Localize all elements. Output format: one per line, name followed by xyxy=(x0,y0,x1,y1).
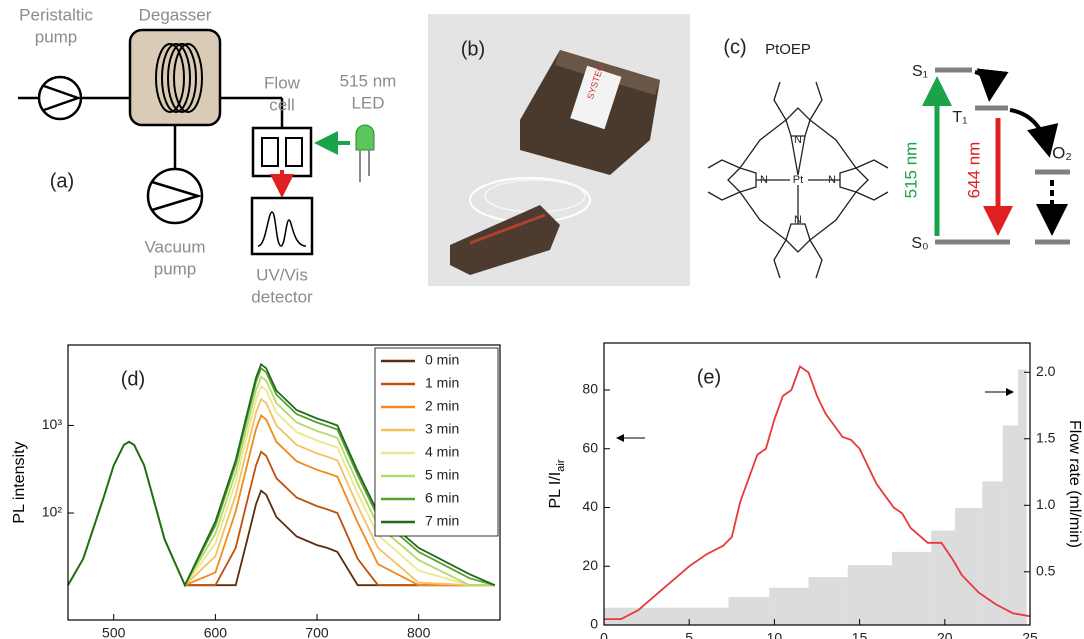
y-tick-label: 0 xyxy=(590,616,598,632)
legend-label: 7 min xyxy=(425,513,459,529)
atom: N xyxy=(828,174,836,186)
structure xyxy=(707,81,889,279)
flow-bar xyxy=(955,507,983,625)
transfer-arrow xyxy=(1009,108,1059,158)
y2-tick-label: 0.5 xyxy=(1036,562,1056,578)
label: LED xyxy=(351,93,384,112)
label: pump xyxy=(154,259,197,278)
flow-bar xyxy=(728,597,770,625)
label: UV/Vis xyxy=(256,265,308,284)
x-tick-label: 700 xyxy=(305,625,329,639)
pump-icon xyxy=(43,84,82,112)
y-tick-label: 60 xyxy=(582,439,598,455)
legend-label: 0 min xyxy=(425,352,459,368)
isc-arrow xyxy=(974,68,1009,102)
label: 515 nm xyxy=(340,71,397,90)
state-label: S₀ xyxy=(911,235,928,252)
vacuum-icon xyxy=(151,180,203,212)
photo-device xyxy=(450,205,560,275)
plot-frame xyxy=(67,344,501,621)
legend-label: 6 min xyxy=(425,490,459,506)
y2-tick-label: 1.0 xyxy=(1036,496,1056,512)
atom: N xyxy=(794,214,802,226)
legend-label: 2 min xyxy=(425,398,459,414)
panel-label: (e) xyxy=(697,366,721,388)
panel-c: (c) PtOEP N N N N Pt 515 nm 644 nm S₁ T₁… xyxy=(707,36,1072,279)
y-axis-label-sub: air xyxy=(555,459,567,472)
panel-b: SYSTEC (b) xyxy=(428,14,690,286)
x-tick-label: 600 xyxy=(204,625,228,639)
flow-bar xyxy=(1002,425,1019,625)
legend-label: 1 min xyxy=(425,375,459,391)
flow-bar xyxy=(982,481,1003,625)
label: Vacuum xyxy=(144,237,205,256)
x-tick-label: 15 xyxy=(852,630,868,639)
photo-label xyxy=(570,65,622,130)
x-tick-label: 0 xyxy=(600,630,608,639)
y-axis-label-text: PL I/I xyxy=(547,472,564,509)
legend-label: 4 min xyxy=(425,444,459,460)
y-tick-label: 20 xyxy=(582,557,598,573)
x-tick-label: 5 xyxy=(685,630,693,639)
legend-box xyxy=(374,347,499,537)
series-line xyxy=(67,362,496,588)
flow-bar xyxy=(769,587,809,625)
panel-label: (a) xyxy=(50,170,74,192)
x-tick-label: 25 xyxy=(1022,630,1038,639)
y2-tick-label: 2.0 xyxy=(1036,363,1056,379)
atom: Pt xyxy=(793,174,803,186)
y-axis-label: PL intensity xyxy=(11,441,28,523)
legend-label: 5 min xyxy=(425,467,459,483)
flow-bar xyxy=(847,565,892,625)
y-tick-label: 10² xyxy=(42,504,63,520)
y-tick-label: 80 xyxy=(582,381,598,397)
y-axis-label-text: PL intensity xyxy=(11,441,28,523)
led-icon xyxy=(355,124,375,151)
flow-cell-icon xyxy=(261,137,279,167)
atom: N xyxy=(760,174,768,186)
legend-label: 3 min xyxy=(425,421,459,437)
state-label: S₁ xyxy=(912,63,928,80)
panel-a: (a) Peristaltic pump Degasser Flow cell … xyxy=(18,5,396,306)
flow-bar xyxy=(604,607,729,625)
panel-label: (d) xyxy=(121,368,145,390)
molecule-name: PtOEP xyxy=(765,41,811,58)
panel-label: (c) xyxy=(723,36,746,58)
panel-label: (b) xyxy=(461,38,485,60)
flow-cell-icon xyxy=(285,137,303,167)
state-label: O₂ xyxy=(1052,143,1072,162)
y2-axis-label: Flow rate (ml/min) xyxy=(1066,420,1083,548)
label: Flow xyxy=(264,73,301,92)
x-tick-label: 800 xyxy=(407,625,431,639)
x-tick-label: 20 xyxy=(937,630,953,639)
detector-icon xyxy=(257,211,307,247)
atom: N xyxy=(794,134,802,146)
excitation-label: 515 nm xyxy=(901,142,920,199)
flow-bar xyxy=(1018,369,1027,625)
photo-device xyxy=(469,213,546,245)
label: detector xyxy=(251,287,313,306)
series-line xyxy=(604,365,1031,620)
label: pump xyxy=(35,27,78,46)
y-axis-label: PL I/Iair xyxy=(547,459,567,508)
plot-frame xyxy=(603,342,1031,626)
state-label: T₁ xyxy=(952,109,967,126)
coil xyxy=(155,43,203,113)
label: cell xyxy=(269,95,295,114)
label: Degasser xyxy=(139,5,212,24)
emission-label: 644 nm xyxy=(964,142,983,199)
flow-bar xyxy=(891,551,932,625)
x-tick-label: 500 xyxy=(102,625,126,639)
energy-levels xyxy=(935,67,1070,245)
label: Peristaltic xyxy=(19,5,93,24)
y-tick-label: 40 xyxy=(582,498,598,514)
flow-bar xyxy=(808,577,848,625)
y2-tick-label: 1.5 xyxy=(1036,429,1056,445)
x-tick-label: 10 xyxy=(767,630,783,639)
y-tick-label: 10³ xyxy=(42,416,63,432)
